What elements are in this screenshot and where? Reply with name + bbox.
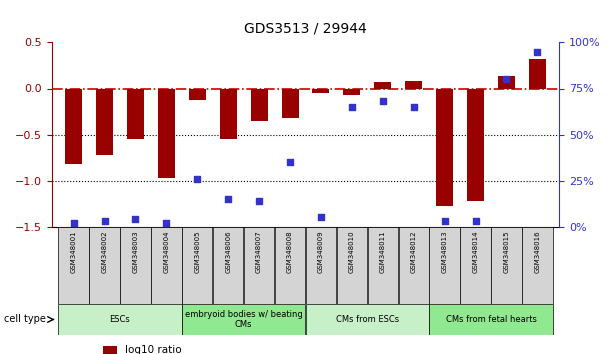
Point	[533, 49, 543, 55]
Point	[192, 176, 202, 182]
Text: GSM348011: GSM348011	[380, 230, 386, 273]
Bar	[251, 88, 268, 121]
Point	[161, 220, 171, 226]
Bar	[436, 88, 453, 206]
Point	[316, 215, 326, 220]
Point	[470, 218, 480, 224]
Text: GSM348006: GSM348006	[225, 230, 231, 273]
Text: CMs from ESCs: CMs from ESCs	[336, 315, 399, 324]
Text: cell type: cell type	[4, 314, 46, 325]
Text: CMs from fetal hearts: CMs from fetal hearts	[445, 315, 536, 324]
Bar	[103, 346, 117, 354]
Bar	[213, 227, 243, 304]
Bar	[182, 227, 213, 304]
Text: GSM348013: GSM348013	[442, 230, 448, 273]
Bar	[398, 227, 429, 304]
Text: GSM348010: GSM348010	[349, 230, 355, 273]
Point	[223, 196, 233, 202]
Bar	[96, 88, 113, 155]
Point	[68, 220, 78, 226]
Bar	[467, 88, 484, 201]
Bar	[430, 227, 460, 304]
Bar	[368, 227, 398, 304]
Bar	[89, 227, 120, 304]
Bar	[282, 88, 299, 118]
Text: GSM348015: GSM348015	[503, 230, 510, 273]
Text: GSM348012: GSM348012	[411, 230, 417, 273]
Bar	[405, 81, 422, 88]
Point	[131, 216, 141, 222]
Bar	[120, 227, 150, 304]
Bar	[59, 304, 181, 335]
Point	[502, 76, 511, 82]
Bar	[182, 304, 305, 335]
Text: GSM348016: GSM348016	[535, 230, 540, 273]
Text: embryoid bodies w/ beating
CMs: embryoid bodies w/ beating CMs	[185, 310, 302, 329]
Bar	[522, 227, 552, 304]
Bar	[151, 227, 181, 304]
Point	[254, 198, 264, 204]
Point	[347, 104, 357, 110]
Bar	[65, 88, 82, 164]
Text: GSM348007: GSM348007	[256, 230, 262, 273]
Text: GSM348009: GSM348009	[318, 230, 324, 273]
Bar	[306, 304, 429, 335]
Bar	[312, 88, 329, 93]
Text: GSM348004: GSM348004	[163, 230, 169, 273]
Text: ESCs: ESCs	[109, 315, 130, 324]
Bar	[244, 227, 274, 304]
Point	[440, 218, 450, 224]
Text: log10 ratio: log10 ratio	[125, 346, 182, 354]
Bar	[127, 88, 144, 139]
Bar	[529, 59, 546, 88]
Text: GSM348005: GSM348005	[194, 230, 200, 273]
Bar	[158, 88, 175, 178]
Bar	[59, 227, 89, 304]
Bar	[189, 88, 206, 99]
Bar	[275, 227, 305, 304]
Point	[409, 104, 419, 110]
Bar	[337, 227, 367, 304]
Bar	[430, 304, 552, 335]
Bar	[306, 227, 336, 304]
Point	[285, 159, 295, 165]
Point	[100, 218, 109, 224]
Text: GDS3513 / 29944: GDS3513 / 29944	[244, 21, 367, 35]
Text: GSM348008: GSM348008	[287, 230, 293, 273]
Text: GSM348003: GSM348003	[133, 230, 139, 273]
Text: GSM348001: GSM348001	[71, 230, 76, 273]
Bar	[498, 76, 515, 88]
Text: GSM348002: GSM348002	[101, 230, 108, 273]
Bar	[491, 227, 522, 304]
Bar	[220, 88, 236, 139]
Bar	[461, 227, 491, 304]
Point	[378, 98, 388, 104]
Bar	[343, 88, 360, 95]
Bar	[375, 82, 391, 88]
Text: GSM348014: GSM348014	[472, 230, 478, 273]
